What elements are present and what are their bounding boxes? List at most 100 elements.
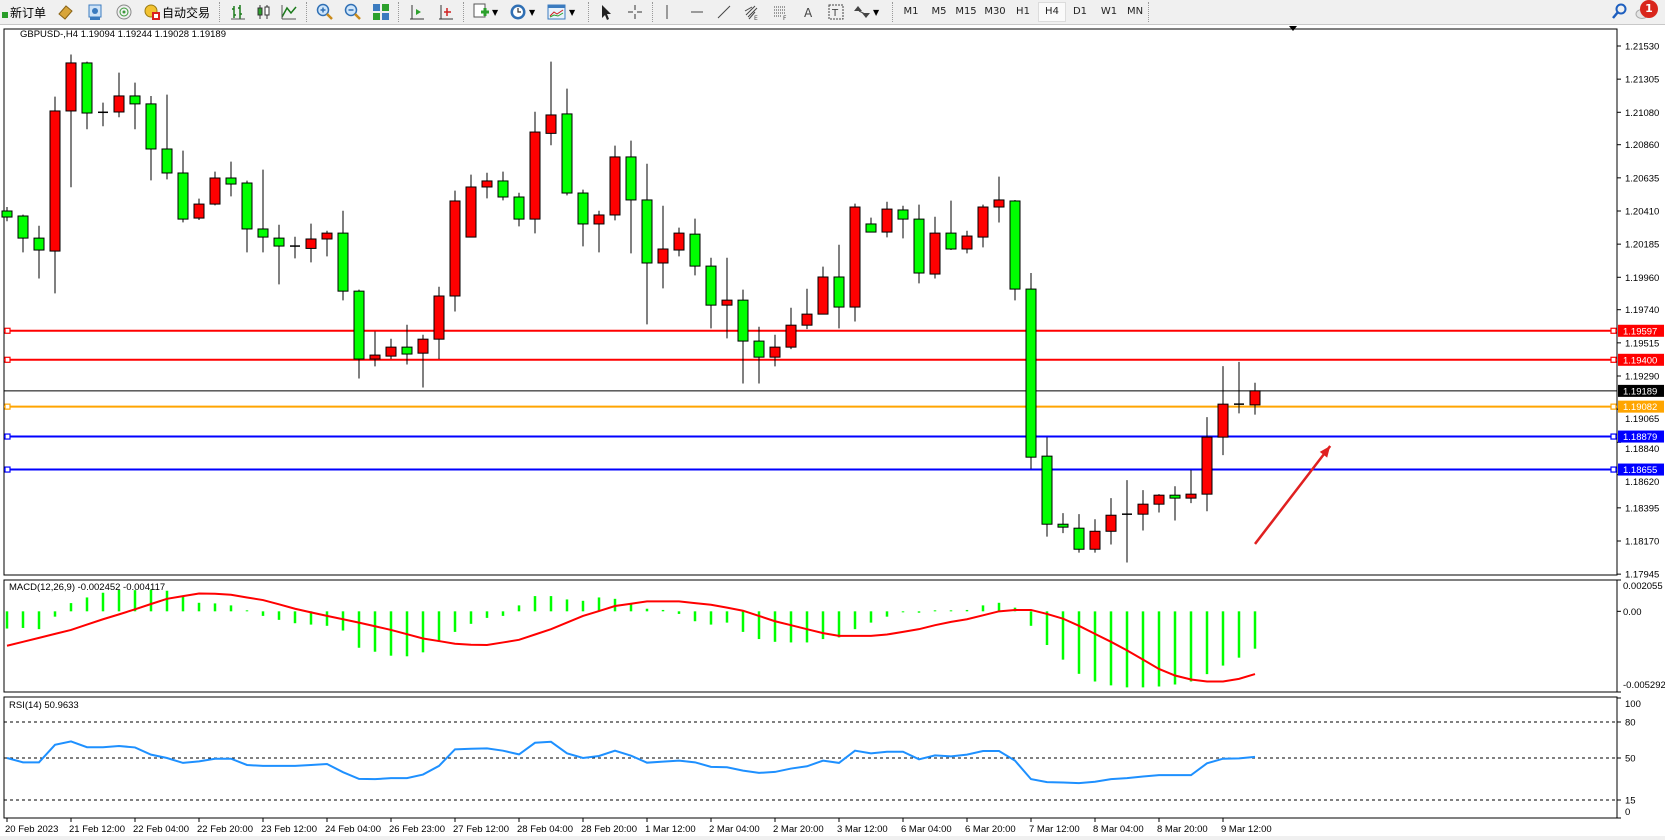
price-tick-label: 1.21530: [1625, 42, 1659, 53]
horizontal-line-button[interactable]: [688, 2, 706, 22]
text-icon: A: [800, 3, 818, 21]
timeframe-m15[interactable]: M15: [955, 6, 977, 17]
chart-shift-marker-icon[interactable]: [1289, 26, 1297, 31]
vertical-line-icon: [658, 3, 676, 21]
zoom-in-button[interactable]: [316, 2, 334, 22]
candlestick-icon: [255, 3, 273, 21]
rsi-title: RSI(14) 50.9633: [9, 700, 79, 711]
new-order-button[interactable]: 新订单: [2, 2, 46, 22]
timeframe-m5[interactable]: M5: [931, 6, 947, 17]
text-button[interactable]: A: [800, 2, 818, 22]
line-chart-icon: [280, 3, 298, 21]
search-button[interactable]: [1610, 2, 1628, 22]
candle-body: [641, 199, 653, 264]
candle: [1041, 437, 1053, 537]
candle-body: [481, 180, 493, 188]
price-chart[interactable]: 1.21530 1.21305 1.21080 1.20860 1.20635 1.204…: [0, 25, 1665, 840]
chart-shift-button[interactable]: [408, 2, 426, 22]
candle-body: [1057, 523, 1069, 528]
candle-body: [433, 295, 445, 340]
vertical-line-button[interactable]: [658, 2, 676, 22]
periods-button[interactable]: ▼: [509, 2, 535, 22]
fibonacci-icon: E: [743, 3, 761, 21]
level-handle-right[interactable]: [1610, 403, 1617, 410]
candle-body: [961, 235, 973, 250]
level-handle-left[interactable]: [4, 433, 11, 440]
candle-body: [177, 172, 189, 220]
rsi-line: [6, 740, 1256, 785]
crosshair-button[interactable]: [626, 2, 644, 22]
candle-body: [977, 206, 989, 238]
level-handle-left[interactable]: [4, 327, 11, 334]
text-label-button[interactable]: T: [827, 2, 845, 22]
auto-scroll-button[interactable]: [437, 2, 455, 22]
candle: [209, 171, 221, 206]
navigator-button[interactable]: [56, 2, 74, 22]
chart-window[interactable]: 1.21530 1.21305 1.21080 1.20860 1.20635 1.204…: [0, 25, 1665, 840]
level-handle-left[interactable]: [4, 356, 11, 363]
candle: [833, 244, 845, 329]
toolbar: 新订单 自动交易 ▼ ▼ ▼ E F A T ▼ M1 M5 M15 M30 H1 H4 D…: [0, 0, 1665, 25]
arrows-button[interactable]: ▼: [853, 2, 879, 22]
separator: [1148, 2, 1150, 22]
candle: [625, 140, 637, 254]
level-handle-left[interactable]: [4, 466, 11, 473]
navigator-icon: [56, 3, 74, 21]
terminal-button[interactable]: [86, 2, 104, 22]
separator: [219, 2, 221, 22]
candle: [561, 88, 573, 196]
candle-body: [881, 208, 893, 233]
candle: [305, 223, 317, 263]
fibonacci-fan-button[interactable]: F: [772, 2, 790, 22]
candle: [577, 189, 589, 247]
candle: [817, 266, 829, 315]
auto-trading-button[interactable]: 自动交易: [142, 2, 210, 22]
candlestick-button[interactable]: [255, 2, 273, 22]
level-handle-right[interactable]: [1610, 356, 1617, 363]
candle-body: [33, 237, 45, 251]
macd-tick-label: 0.00: [1623, 607, 1642, 618]
timeframe-d1[interactable]: D1: [1072, 6, 1088, 17]
candle-body: [737, 299, 749, 342]
candle: [273, 224, 285, 285]
templates-button[interactable]: ▼: [547, 2, 575, 22]
level-handle-right[interactable]: [1610, 433, 1617, 440]
annotation-arrow[interactable]: [1254, 445, 1332, 545]
bar-chart-button[interactable]: [229, 2, 247, 22]
tile-windows-button[interactable]: [372, 2, 390, 22]
trendline-button[interactable]: [715, 2, 733, 22]
timeframe-mn[interactable]: MN: [1126, 6, 1144, 17]
rsi-tick-label: 80: [1625, 718, 1636, 729]
candle: [881, 201, 893, 238]
level-handle-right[interactable]: [1610, 466, 1617, 473]
signals-button[interactable]: [115, 2, 133, 22]
candle: [129, 82, 141, 130]
chevron-down-icon[interactable]: ▼: [492, 7, 499, 17]
timeframe-h4[interactable]: H4: [1038, 2, 1066, 22]
indicators-button[interactable]: ▼: [472, 2, 498, 22]
candle: [369, 331, 381, 367]
candle-body: [545, 114, 557, 134]
fibonacci-button[interactable]: E: [743, 2, 761, 22]
candle-body: [273, 237, 285, 247]
cursor-button[interactable]: [597, 2, 615, 22]
annotation-arrowhead: [1319, 445, 1331, 458]
chart-title: GBPUSD-,H4 1.19094 1.19244 1.19028 1.191…: [20, 29, 226, 40]
timeframe-m30[interactable]: M30: [984, 6, 1006, 17]
auto-trading-icon: [142, 3, 162, 21]
timeframe-m1[interactable]: M1: [903, 6, 919, 17]
candle: [1105, 498, 1117, 545]
price-tick-label: 1.19065: [1625, 414, 1659, 425]
zoom-out-button[interactable]: [344, 2, 362, 22]
macd-tick-label: 0.002055: [1623, 581, 1663, 592]
chevron-down-icon[interactable]: ▼: [529, 7, 536, 17]
chevron-down-icon[interactable]: ▼: [569, 7, 576, 17]
timeframe-w1[interactable]: W1: [1100, 6, 1118, 17]
timeframe-h1[interactable]: H1: [1016, 6, 1030, 17]
level-handle-left[interactable]: [4, 403, 11, 410]
chevron-down-icon[interactable]: ▼: [873, 7, 880, 17]
candles-layer: [1, 54, 1332, 563]
separator: [892, 2, 894, 22]
line-chart-button[interactable]: [280, 2, 298, 22]
level-handle-right[interactable]: [1610, 327, 1617, 334]
